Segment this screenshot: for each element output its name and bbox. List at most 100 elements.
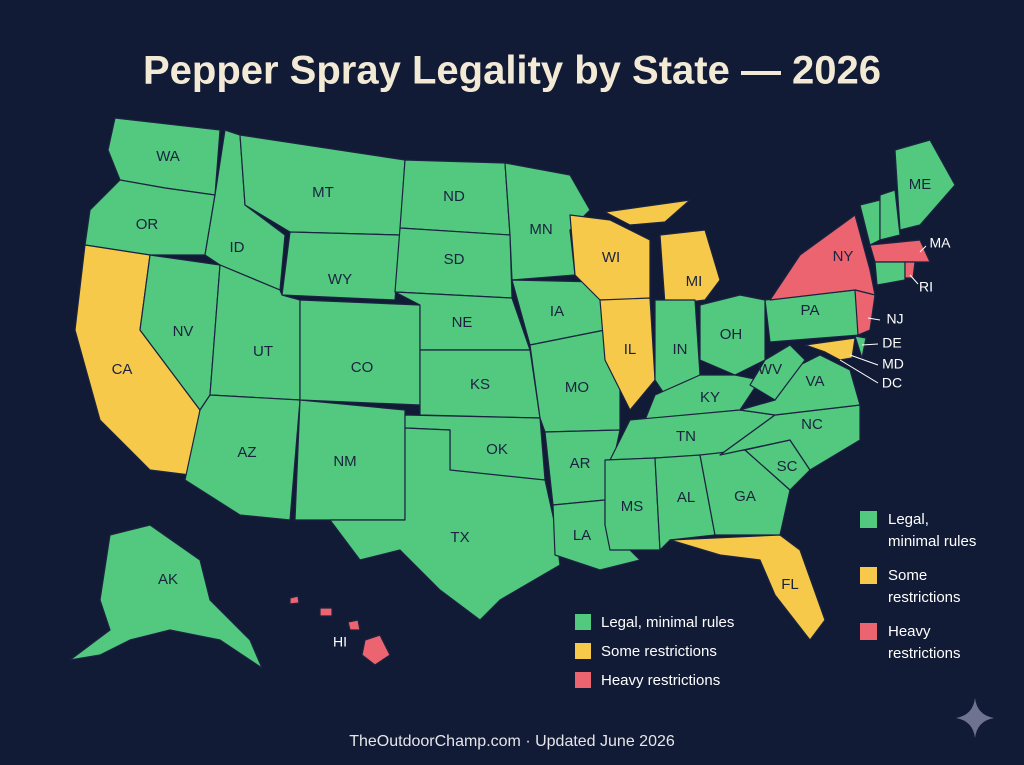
legend-label: restrictions (888, 645, 961, 662)
state-shape (854, 289, 876, 336)
state-shape (749, 344, 806, 401)
state-shape (604, 457, 661, 551)
state-shape (654, 454, 716, 551)
state-label: NC (801, 416, 823, 433)
states (69, 117, 956, 669)
legend-label: Some (888, 567, 927, 584)
state-label: WI (602, 249, 620, 266)
sparkle-icon (956, 698, 994, 738)
state-label: SD (444, 251, 465, 268)
state-label: AZ (237, 444, 256, 461)
legend-label: Legal, (888, 511, 929, 528)
state-label: IA (550, 303, 564, 320)
legend-bottom: Legal, minimal rules Some restrictions H… (575, 614, 734, 689)
state-shape (669, 534, 826, 641)
leader-line (861, 343, 879, 346)
state-label: MI (686, 273, 703, 290)
state-shape (504, 162, 591, 281)
state-label: NY (833, 248, 854, 265)
state-label: NV (173, 323, 194, 340)
leader-line (849, 354, 879, 366)
legend-label: Some restrictions (601, 643, 717, 660)
state-label: WV (758, 361, 782, 378)
state-label: KS (470, 376, 490, 393)
state-label: MA (930, 235, 952, 251)
state-shape (869, 239, 931, 263)
state-label: ME (909, 176, 932, 193)
state-label: RI (919, 279, 933, 295)
state-label: OK (486, 441, 508, 458)
state-shape (659, 229, 721, 306)
state-shape (329, 427, 561, 621)
state-label: FL (781, 576, 799, 593)
legend-label: Heavy restrictions (601, 672, 720, 689)
state-label: KY (700, 389, 720, 406)
state-labels: WA OR CA NV ID MT WY UT CO AZ NM ND SD N… (112, 148, 952, 650)
state-shape (299, 299, 421, 406)
state-shape (599, 297, 656, 411)
state-label: OR (136, 216, 159, 233)
legend-label: Heavy (888, 623, 931, 640)
state-label: NE (452, 314, 473, 331)
state-label: TN (676, 428, 696, 445)
state-shape (69, 524, 263, 669)
state-label: AK (158, 571, 178, 588)
state-label: MS (621, 498, 644, 515)
state-label: CA (112, 361, 133, 378)
state-label: MT (312, 184, 334, 201)
legend-swatch (575, 672, 591, 688)
footer: TheOutdoorChamp.com · Updated June 2026 (349, 733, 675, 750)
state-label: NJ (886, 311, 903, 327)
leader-line (919, 245, 927, 253)
state-label: VA (806, 373, 825, 390)
state-shape (604, 199, 691, 226)
state-shape (84, 179, 216, 256)
state-label: DE (882, 335, 901, 351)
state-label: PA (801, 302, 820, 319)
state-label: AL (677, 489, 695, 506)
state-label: HI (333, 634, 347, 650)
state-label: ND (443, 188, 465, 205)
state-label: LA (573, 527, 591, 544)
state-label: IN (673, 341, 688, 358)
state-shape (894, 139, 956, 231)
state-label: ID (230, 239, 245, 256)
state-shape (874, 261, 906, 286)
state-label: WA (156, 148, 180, 165)
state-label: MD (882, 356, 904, 372)
state-label: SC (777, 458, 798, 475)
legend-label: restrictions (888, 589, 961, 606)
leader-line (867, 317, 881, 321)
legend-label: minimal rules (888, 533, 976, 550)
leader-line (839, 359, 879, 384)
state-label: UT (253, 343, 273, 360)
state-label: MO (565, 379, 589, 396)
state-shape (319, 607, 333, 617)
state-label: WY (328, 271, 352, 288)
state-shape (361, 634, 391, 666)
state-shape (804, 337, 856, 361)
leader-line (909, 274, 919, 285)
legend-swatch (575, 614, 591, 630)
state-label: CO (351, 359, 374, 376)
state-label: OH (720, 326, 743, 343)
state-shape (281, 231, 401, 301)
state-shape (347, 619, 361, 631)
state-shape (289, 595, 300, 605)
legend-label: Legal, minimal rules (601, 614, 734, 631)
state-shape (854, 335, 867, 359)
state-label: IL (624, 341, 637, 358)
state-label: TX (450, 529, 469, 546)
state-label: AR (570, 455, 591, 472)
legend-swatch (860, 623, 877, 640)
legend-swatch (575, 643, 591, 659)
legend-swatch (860, 567, 877, 584)
title: Pepper Spray Legality by State — 2026 (143, 49, 881, 93)
state-label: DC (882, 375, 902, 391)
state-label: NM (333, 453, 356, 470)
state-label: MN (529, 221, 552, 238)
state-shape (879, 189, 901, 241)
legend-side: Legal, minimal rules Some restrictions H… (860, 511, 976, 662)
state-label: GA (734, 488, 756, 505)
